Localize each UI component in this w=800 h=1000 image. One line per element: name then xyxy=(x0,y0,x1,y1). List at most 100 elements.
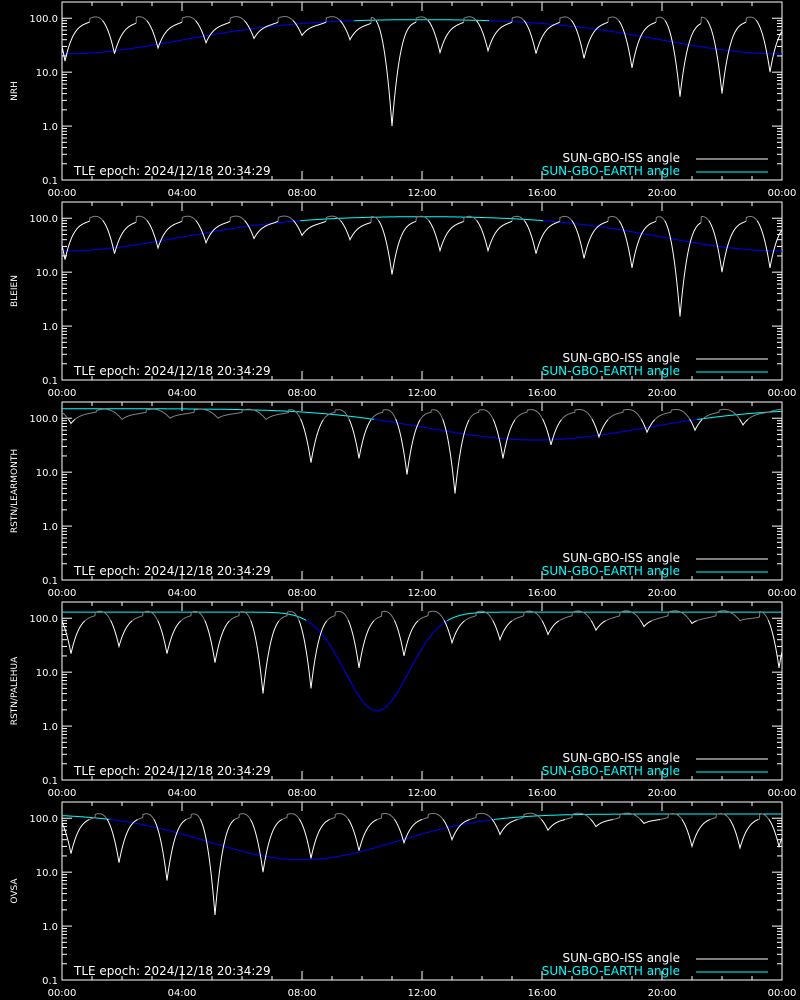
iss-angle-series-line xyxy=(443,620,465,645)
iss-angle-series-line xyxy=(491,818,518,836)
iss-angle-series-line xyxy=(511,610,543,622)
iss-angle-series-line xyxy=(348,419,372,459)
iss-angle-series-line xyxy=(469,812,493,820)
iss-angle-series-line xyxy=(514,409,544,420)
iss-angle-series-line xyxy=(415,16,429,23)
tle-epoch-annotation: TLE epoch: 2024/12/18 20:34:29 xyxy=(73,764,271,778)
iss-angle-series-line xyxy=(523,220,560,254)
iss-angle-series-line xyxy=(706,20,747,94)
iss-angle-series-line xyxy=(234,813,251,821)
iss-angle-series-line xyxy=(325,215,341,222)
iss-angle-series-line xyxy=(700,216,710,223)
iss-angle-series-line xyxy=(664,220,702,317)
iss-angle-series-line xyxy=(618,20,657,68)
x-tick-label: 16:00 xyxy=(528,588,557,599)
y-tick-label: 1.0 xyxy=(42,922,58,933)
iss-angle-series-line xyxy=(393,620,419,657)
iss-angle-series-line xyxy=(137,813,155,821)
y-tick-label: 10.0 xyxy=(36,468,58,479)
iss-angle-series-line xyxy=(298,620,328,689)
legend-label-earth: SUN-GBO-EARTH angle xyxy=(542,164,680,178)
iss-angle-series-line xyxy=(511,215,525,222)
x-tick-label: 00:00 xyxy=(768,988,797,999)
iss-angle-series-line xyxy=(373,610,395,622)
earth-angle-series-line xyxy=(543,220,782,252)
iss-angle-series-line xyxy=(102,220,137,254)
x-tick-label: 20:00 xyxy=(648,388,677,399)
iss-angle-series-line xyxy=(417,610,445,622)
iss-angle-series-line xyxy=(322,409,350,421)
iss-angle-series-line xyxy=(463,215,477,222)
iss-angle-series-line xyxy=(729,818,759,850)
iss-angle-series-line xyxy=(605,610,641,622)
earth-angle-series-line xyxy=(305,619,448,712)
iss-angle-series-line xyxy=(329,813,349,820)
iss-angle-series-line xyxy=(229,611,252,622)
iss-angle-series-line xyxy=(701,408,741,420)
y-axis-label: OVSA xyxy=(10,878,20,904)
x-tick-label: 00:00 xyxy=(48,588,77,599)
legend-label-earth: SUN-GBO-EARTH angle xyxy=(542,764,680,778)
iss-angle-series-line xyxy=(378,220,417,275)
iss-angle-series-line xyxy=(428,220,464,253)
iss-angle-series-line xyxy=(640,819,661,825)
iss-angle-series-line xyxy=(347,620,375,668)
earth-angle-series-line xyxy=(697,410,783,420)
iss-angle-series-line xyxy=(476,220,513,253)
iss-angle-series-line xyxy=(292,220,327,237)
iss-angle-series-line xyxy=(131,610,159,622)
iss-angle-series-line xyxy=(756,220,783,268)
x-tick-label: 00:00 xyxy=(48,388,77,399)
x-tick-label: 04:00 xyxy=(168,988,197,999)
iss-angle-series-line xyxy=(61,412,69,420)
iss-angle-series-line xyxy=(651,610,691,622)
y-tick-label: 10.0 xyxy=(36,268,58,279)
legend-label-iss: SUN-GBO-ISS angle xyxy=(563,951,680,965)
iss-angle-series-line xyxy=(655,16,666,23)
tle-epoch-annotation: TLE epoch: 2024/12/18 20:34:29 xyxy=(73,564,271,578)
y-tick-label: 0.1 xyxy=(42,176,58,187)
iss-angle-series-line xyxy=(102,20,137,54)
y-axis-label: NRH xyxy=(10,81,20,101)
iss-angle-series-line xyxy=(511,16,525,23)
y-tick-label: 100.0 xyxy=(29,214,58,225)
iss-angle-series-line xyxy=(639,620,652,628)
x-tick-label: 12:00 xyxy=(408,988,437,999)
x-tick-label: 00:00 xyxy=(768,588,797,599)
y-axis-label: RSTN/LEARMONTH xyxy=(10,449,20,533)
iss-angle-series-line xyxy=(745,216,758,222)
iss-angle-series-line xyxy=(745,16,757,23)
iss-angle-series-line xyxy=(281,813,300,820)
earth-angle-series-line xyxy=(489,20,782,55)
y-tick-label: 100.0 xyxy=(29,414,58,425)
y-tick-label: 1.0 xyxy=(42,522,58,533)
iss-angle-series-line xyxy=(689,418,703,432)
iss-angle-series-line xyxy=(419,409,444,421)
iss-angle-series-line xyxy=(89,813,108,821)
x-tick-label: 00:00 xyxy=(768,388,797,399)
iss-angle-series-line xyxy=(157,620,182,654)
legend-label-iss: SUN-GBO-ISS angle xyxy=(563,751,680,765)
iss-angle-series-line xyxy=(135,215,148,223)
iss-angle-series-line xyxy=(607,16,620,23)
y-tick-label: 1.0 xyxy=(42,722,58,733)
iss-angle-series-line xyxy=(660,812,683,820)
y-tick-label: 0.1 xyxy=(42,576,58,587)
iss-angle-series-line xyxy=(654,409,691,420)
iss-angle-series-line xyxy=(442,819,470,842)
iss-angle-series-line xyxy=(204,620,230,663)
earth-angle-series-line xyxy=(61,815,110,820)
x-tick-label: 00:00 xyxy=(768,788,797,799)
chart-panel: 0.1 1.0 10.0 100.0 00:00 04:00 08:00 12:00 16:00… xyxy=(10,201,797,399)
iss-angle-series-line xyxy=(590,818,613,828)
legend-label-earth: SUN-GBO-EARTH angle xyxy=(542,964,680,978)
y-tick-label: 10.0 xyxy=(36,668,58,679)
iss-angle-series-line xyxy=(298,818,330,859)
iss-angle-series-line xyxy=(710,813,730,820)
iss-angle-series-line xyxy=(229,215,246,222)
iss-angle-series-line xyxy=(517,812,542,820)
x-tick-label: 16:00 xyxy=(528,988,557,999)
earth-angle-series-line xyxy=(493,813,782,820)
x-tick-label: 04:00 xyxy=(168,188,197,199)
